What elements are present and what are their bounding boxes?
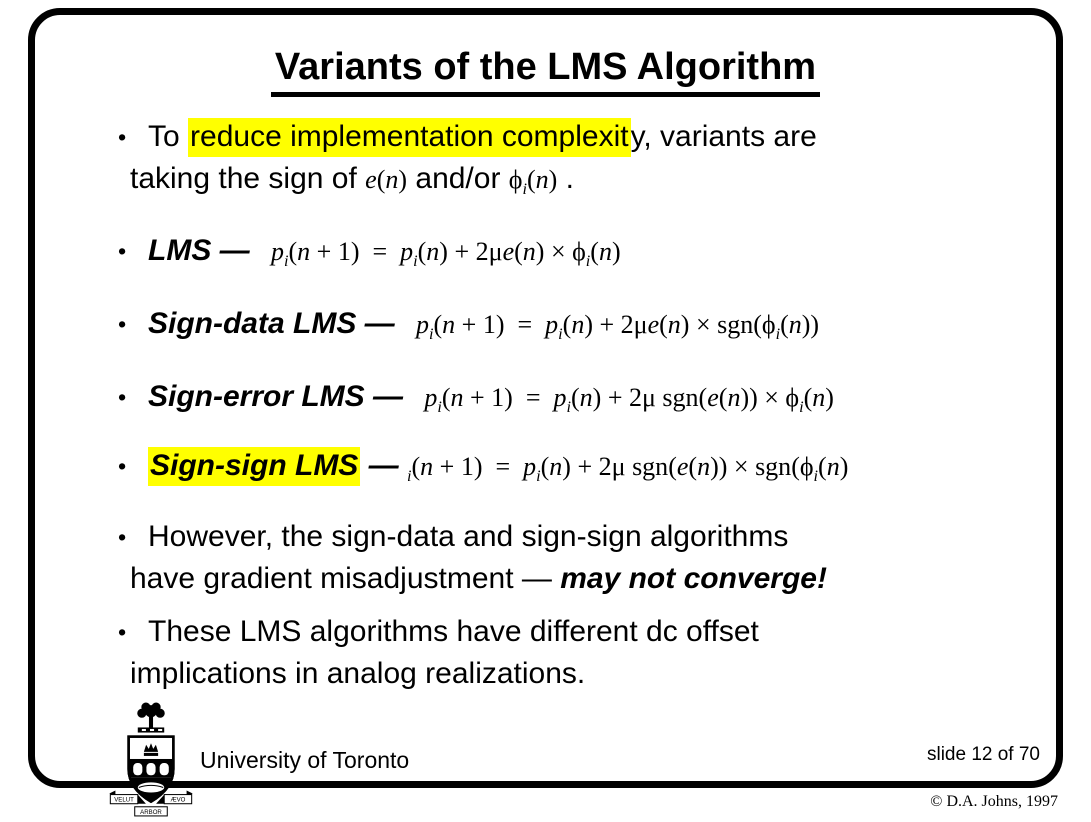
crest-tree-icon xyxy=(137,702,165,733)
text-segment: and/or xyxy=(407,162,509,195)
text-segment: — xyxy=(360,449,407,482)
bullet-intro-line1: • To reduce implementation complexity, va… xyxy=(118,116,1041,158)
bullet-lms: • LMS — pi(n + 1) = pi(n) + 2μe(n) × ϕi(n… xyxy=(118,230,1041,273)
bullet-intro-text1: To reduce implementation complexity, var… xyxy=(148,118,817,157)
bullet-converge-line1: • However, the sign-data and sign-sign al… xyxy=(118,516,1041,558)
slide-border xyxy=(28,8,1063,788)
text-segment: LMS xyxy=(148,234,212,267)
bullet-sign-sign: • Sign-sign LMS — i(n + 1) = pi(n) + 2μ s… xyxy=(118,445,1041,488)
bullet-dot: • xyxy=(118,453,127,479)
crest-shield xyxy=(127,735,175,804)
sign-data-equation-row: Sign-data LMS — pi(n + 1) = pi(n) + 2μe(… xyxy=(148,307,820,344)
text-segment: To xyxy=(148,120,189,153)
copyright-label: © D.A. Johns, 1997 xyxy=(930,793,1058,810)
bullet-converge-line2: have gradient misadjustment — may not co… xyxy=(130,558,1041,600)
bullet-sign-error: • Sign-error LMS — pi(n + 1) = pi(n) + 2μ… xyxy=(118,376,1041,419)
math-expression: pi(n + 1) = pi(n) + 2μe(n) × sgn(ϕi(n)) xyxy=(416,310,820,344)
math-expression: pi(n + 1) = pi(n) + 2μe(n) × ϕi(n) xyxy=(271,237,621,271)
text-segment: Sign-error LMS xyxy=(148,380,365,413)
text-segment: have gradient misadjustment — xyxy=(130,562,561,595)
bullet-dc-offset-line1: • These LMS algorithms have different dc … xyxy=(118,611,1041,653)
crest-motto-left: VELUT xyxy=(114,797,134,804)
bullet-intro-line2: taking the sign of e(n) and/or ϕi(n) . xyxy=(130,158,1041,201)
bullet-converge-text1: However, the sign-data and sign-sign alg… xyxy=(148,520,788,553)
uoft-crest-logo: VELUT ÆVO ARBOR xyxy=(109,702,193,817)
text-segment: — xyxy=(364,380,412,413)
bullet-sign-data: • Sign-data LMS — pi(n + 1) = pi(n) + 2μe… xyxy=(118,303,1041,346)
bullet-intro: • To reduce implementation complexity, va… xyxy=(118,116,1041,201)
footer-institution-label: University of Toronto xyxy=(200,747,410,773)
math-expression: ϕi(n) xyxy=(508,165,558,199)
crest-banners: VELUT ÆVO ARBOR xyxy=(109,790,193,817)
text-segment: . xyxy=(557,162,574,195)
page-title: Variants of the LMS Algorithm xyxy=(270,46,821,97)
text-segment: — xyxy=(356,307,404,340)
bullet-dc-offset: • These LMS algorithms have different dc … xyxy=(118,611,1041,695)
text-segment: implications in analog realizations. xyxy=(130,657,586,690)
bullet-converge: • However, the sign-data and sign-sign al… xyxy=(118,516,1041,600)
lms-equation-row: LMS — pi(n + 1) = pi(n) + 2μe(n) × ϕi(n) xyxy=(148,234,621,271)
text-segment: taking the sign of xyxy=(130,162,366,195)
bullet-dot: • xyxy=(118,384,127,410)
text-segment: — xyxy=(211,234,258,267)
text-segment: These LMS algorithms have different dc o… xyxy=(148,615,759,648)
bullet-dc-offset-text1: These LMS algorithms have different dc o… xyxy=(148,615,759,648)
math-expression: i(n + 1) = pi(n) + 2μ sgn(e(n)) × sgn(ϕi… xyxy=(407,452,849,486)
sign-sign-equation-row: Sign-sign LMS — i(n + 1) = pi(n) + 2μ sg… xyxy=(148,447,849,486)
text-segment: reduce implementation complexit xyxy=(188,118,631,157)
sign-error-equation-row: Sign-error LMS — pi(n + 1) = pi(n) + 2μ … xyxy=(148,380,834,417)
slide-number-label: slide 12 of 70 xyxy=(926,744,1040,765)
bullet-dot: • xyxy=(118,238,127,264)
text-segment: Sign-sign LMS xyxy=(148,447,361,486)
crest-motto-right: ÆVO xyxy=(170,797,185,804)
crest-beaver-icon xyxy=(137,782,165,793)
bullet-dot: • xyxy=(118,124,127,150)
text-segment: y, variants are xyxy=(630,120,817,153)
crest-crown-icon xyxy=(143,743,159,756)
text-segment: may not converge! xyxy=(560,562,827,595)
text-segment: Sign-data LMS xyxy=(148,307,357,340)
math-expression: pi(n + 1) = pi(n) + 2μ sgn(e(n)) × ϕi(n) xyxy=(424,383,834,417)
bullet-dot: • xyxy=(118,524,127,550)
math-expression: e(n) xyxy=(365,165,408,194)
bullet-dot: • xyxy=(118,311,127,337)
text-segment: However, the sign-data and sign-sign alg… xyxy=(148,520,789,553)
bullet-dot: • xyxy=(118,619,127,645)
crest-motto-bottom: ARBOR xyxy=(140,809,162,816)
bullet-dc-offset-line2: implications in analog realizations. xyxy=(130,653,1041,695)
